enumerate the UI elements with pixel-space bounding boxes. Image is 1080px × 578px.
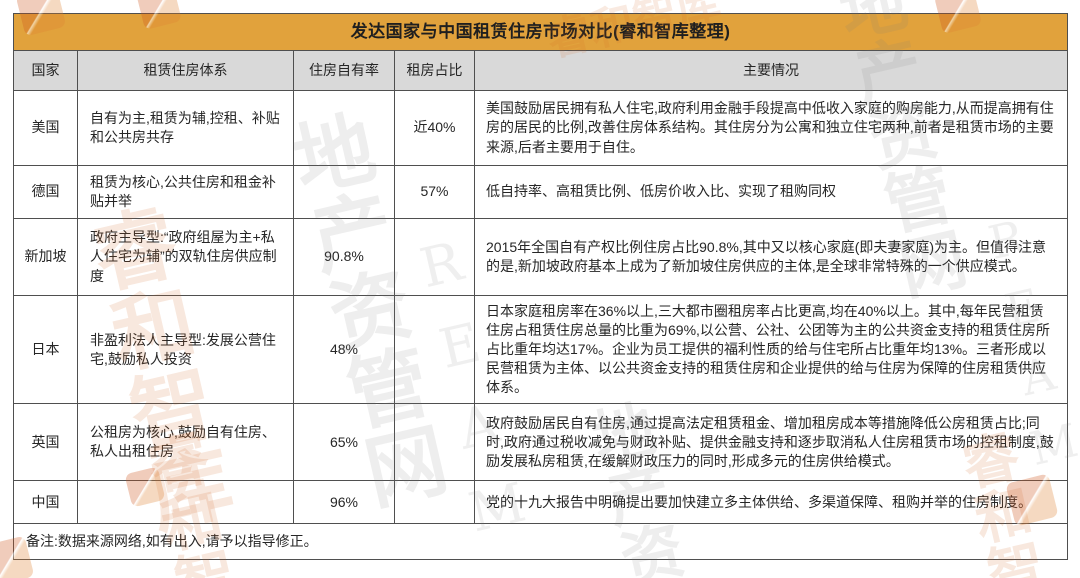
cell-system: 非盈利法人主导型:发展公营住宅,鼓励私人投资 bbox=[77, 294, 294, 405]
cell-ownership: 96% bbox=[293, 480, 395, 525]
col-header-rental: 租房占比 bbox=[394, 50, 475, 91]
cell-details: 党的十九大报告中明确提出要加快建立多主体供给、多渠道保障、租购并举的住房制度。 bbox=[473, 480, 1069, 525]
table-row: 英国 公租房为核心,鼓励自有住房、私人出租住房 65% 政府鼓励居民自有住房,通… bbox=[13, 403, 1069, 482]
cell-country: 日本 bbox=[13, 294, 78, 405]
page-title: 发达国家与中国租赁住房市场对比(睿和智库整理) bbox=[12, 13, 1069, 51]
cell-details: 日本家庭租房率在36%以上,三大都市圈租房率占比更高,均在40%以上。其中,每年… bbox=[473, 294, 1069, 405]
table-row: 德国 租赁为核心,公共住房和租金补贴并举 57% 低自持率、高租赁比例、低房价收… bbox=[13, 165, 1069, 219]
table-header-row: 国家 租赁住房体系 住房自有率 租房占比 主要情况 bbox=[13, 50, 1069, 91]
col-header-ownership: 住房自有率 bbox=[293, 50, 395, 91]
cell-details: 低自持率、高租赁比例、低房价收入比、实现了租购同权 bbox=[473, 165, 1069, 219]
cell-ownership: 65% bbox=[293, 403, 395, 482]
cell-ownership: 48% bbox=[293, 294, 395, 405]
footnote: 备注:数据来源网络,如有出入,请予以指导修正。 bbox=[12, 523, 1069, 561]
table-row: 新加坡 政府主导型:“政府组屋为主+私人住宅为辅”的双轨住房供应制度 90.8%… bbox=[13, 218, 1069, 296]
cell-country: 美国 bbox=[13, 90, 78, 166]
cell-system bbox=[77, 480, 294, 525]
cell-system: 公租房为核心,鼓励自有住房、私人出租住房 bbox=[77, 403, 294, 482]
col-header-system: 租赁住房体系 bbox=[77, 50, 294, 91]
cell-rental bbox=[394, 480, 475, 525]
col-header-details: 主要情况 bbox=[473, 50, 1069, 91]
cell-system: 租赁为核心,公共住房和租金补贴并举 bbox=[77, 165, 294, 219]
cell-country: 新加坡 bbox=[13, 218, 78, 296]
cell-country: 中国 bbox=[13, 480, 78, 525]
cell-rental bbox=[394, 403, 475, 482]
cell-details: 政府鼓励居民自有住房,通过提高法定租赁租金、增加租房成本等措施降低公房租赁占比;… bbox=[473, 403, 1069, 482]
cell-rental bbox=[394, 294, 475, 405]
cell-system: 自有为主,租赁为辅,控租、补贴和公共房共存 bbox=[77, 90, 294, 166]
cell-ownership bbox=[293, 90, 395, 166]
col-header-country: 国家 bbox=[13, 50, 78, 91]
cell-ownership bbox=[293, 165, 395, 219]
cell-system: 政府主导型:“政府组屋为主+私人住宅为辅”的双轨住房供应制度 bbox=[77, 218, 294, 296]
table-row: 中国 96% 党的十九大报告中明确提出要加快建立多主体供给、多渠道保障、租购并举… bbox=[13, 480, 1069, 525]
cell-rental bbox=[394, 218, 475, 296]
table-row: 日本 非盈利法人主导型:发展公营住宅,鼓励私人投资 48% 日本家庭租房率在36… bbox=[13, 294, 1069, 405]
comparison-table: 发达国家与中国租赁住房市场对比(睿和智库整理) 国家 租赁住房体系 住房自有率 … bbox=[12, 13, 1069, 561]
cell-ownership: 90.8% bbox=[293, 218, 395, 296]
cell-rental: 57% bbox=[394, 165, 475, 219]
cell-country: 德国 bbox=[13, 165, 78, 219]
cell-country: 英国 bbox=[13, 403, 78, 482]
table-row: 美国 自有为主,租赁为辅,控租、补贴和公共房共存 近40% 美国鼓励居民拥有私人… bbox=[13, 90, 1069, 166]
table-note-row: 备注:数据来源网络,如有出入,请予以指导修正。 bbox=[12, 523, 1069, 561]
cell-details: 美国鼓励居民拥有私人住宅,政府利用金融手段提高中低收入家庭的购房能力,从而提高拥… bbox=[473, 90, 1069, 166]
table-title-row: 发达国家与中国租赁住房市场对比(睿和智库整理) bbox=[12, 13, 1069, 51]
cell-rental: 近40% bbox=[394, 90, 475, 166]
cell-details: 2015年全国自有产权比例住房占比90.8%,其中又以核心家庭(即夫妻家庭)为主… bbox=[473, 218, 1069, 296]
